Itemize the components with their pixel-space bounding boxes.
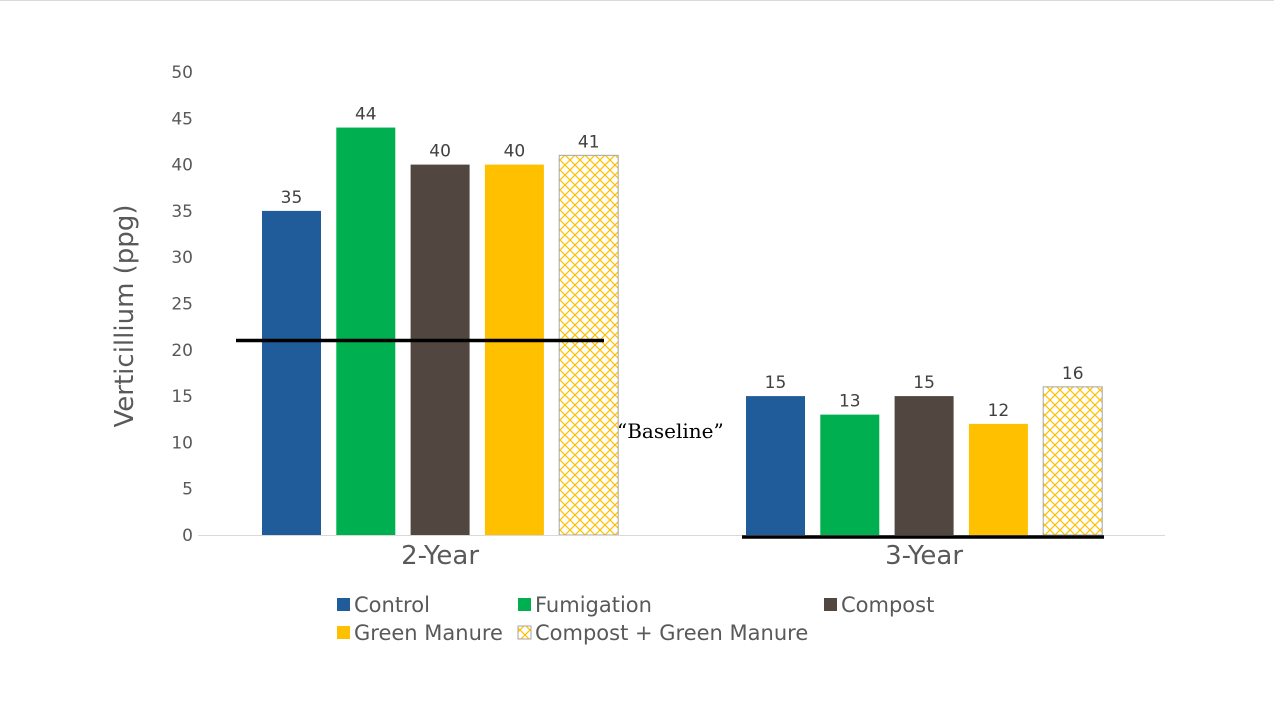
baseline-label: “Baseline”: [617, 419, 724, 443]
legend-swatch: [337, 598, 350, 611]
bar-fumigation-3-year: [820, 414, 880, 535]
bar-compost-green-manure-3-year: [1042, 386, 1103, 536]
bar-green-manure-3-year: [968, 423, 1028, 535]
y-tick-label: 0: [182, 526, 193, 546]
legend-swatch: [824, 598, 837, 611]
baseline-annotation: “Baseline”: [236, 338, 1104, 539]
y-tick-label: 35: [171, 202, 193, 222]
bars: [262, 127, 1103, 536]
y-tick-label: 25: [171, 295, 193, 315]
y-tick-label: 10: [171, 433, 193, 453]
y-tick-label: 15: [171, 387, 193, 407]
legend-swatch: [517, 625, 532, 640]
data-label: 35: [281, 188, 303, 208]
data-label: 15: [765, 373, 787, 393]
legend-label: Fumigation: [535, 593, 652, 617]
legend-label: Compost: [841, 593, 934, 617]
bar-control-2-year: [262, 210, 321, 535]
bar-compost-3-year: [894, 396, 954, 535]
data-label: 16: [1062, 364, 1084, 384]
data-label: 40: [504, 142, 526, 162]
bar-green-manure-2-year: [484, 164, 544, 535]
y-tick-label: 50: [171, 63, 193, 83]
y-tick-label: 5: [182, 480, 193, 500]
data-label: 13: [839, 392, 861, 412]
x-axis: 2-Year 3-Year: [198, 535, 1165, 571]
bar-fumigation-2-year: [336, 127, 396, 535]
bar-control-3-year: [746, 396, 805, 535]
legend-swatch: [518, 598, 531, 611]
legend-label: Compost + Green Manure: [535, 621, 808, 645]
y-tick-label: 20: [171, 341, 193, 361]
y-tick-label: 30: [171, 248, 193, 268]
bar-compost-green-manure-2-year: [558, 154, 619, 536]
y-tick-label: 45: [171, 109, 193, 129]
y-axis: 0 5 10 15 20 25 30 35 40 45 50: [171, 63, 193, 546]
data-label: 41: [578, 132, 600, 152]
legend-swatch: [337, 626, 350, 639]
data-label: 15: [913, 373, 935, 393]
y-axis-title: Verticillium (ppg): [110, 205, 140, 428]
x-category-label: 2-Year: [401, 541, 479, 571]
data-label: 12: [988, 401, 1010, 421]
data-labels: 35 44 40 40 41 15 13 15 12 16: [281, 105, 1084, 421]
y-tick-label: 40: [171, 156, 193, 176]
legend: Control Fumigation Compost Green Manure Comp…: [337, 593, 934, 645]
x-category-label: 3-Year: [885, 541, 963, 571]
legend-label: Control: [354, 593, 430, 617]
data-label: 40: [429, 142, 451, 162]
legend-label: Green Manure: [354, 621, 503, 645]
data-label: 44: [355, 105, 377, 125]
bar-compost-2-year: [410, 164, 470, 535]
